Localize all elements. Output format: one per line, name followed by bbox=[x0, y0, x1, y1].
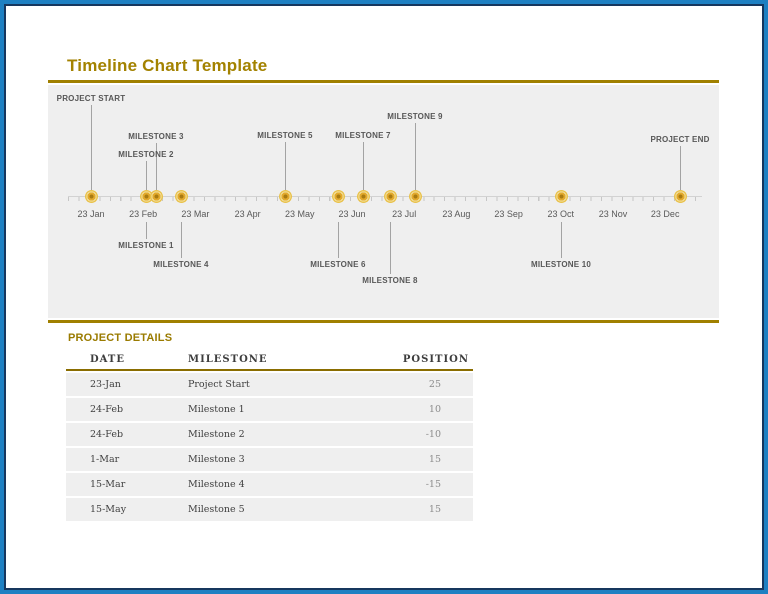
cell-milestone: Milestone 5 bbox=[188, 504, 245, 515]
month-label: 23 Dec bbox=[650, 209, 680, 219]
cell-position: -15 bbox=[425, 479, 441, 490]
timeline-chart-area: PROJECT START MILESTONE 1 MILESTONE 2 MILES… bbox=[48, 85, 719, 318]
milestone-connector-line bbox=[145, 161, 147, 190]
cell-date: 23-Jan bbox=[90, 379, 121, 390]
title-rule bbox=[48, 80, 719, 83]
cell-milestone: Milestone 4 bbox=[188, 479, 245, 490]
month-label: 23 Jun bbox=[338, 209, 366, 219]
cell-position: 25 bbox=[428, 379, 441, 390]
milestone-dot bbox=[174, 190, 188, 203]
details-table: DATE MILESTONE POSITION 23-Jan Project St… bbox=[66, 349, 473, 521]
cell-date: 24-Feb bbox=[90, 404, 124, 415]
milestone-connector-line bbox=[90, 105, 92, 190]
milestone-label: PROJECT START bbox=[56, 94, 126, 103]
month-label: 23 Jan bbox=[77, 209, 105, 219]
milestone-connector-line bbox=[414, 123, 416, 190]
cell-milestone: Milestone 2 bbox=[188, 429, 245, 440]
milestone-connector-line bbox=[337, 222, 339, 258]
milestone-connector-line bbox=[362, 142, 364, 190]
table-row: 1-Mar Milestone 3 15 bbox=[66, 448, 473, 471]
details-heading: PROJECT DETAILS bbox=[68, 332, 173, 344]
table-row: 23-Jan Project Start 25 bbox=[66, 373, 473, 396]
table-row: 24-Feb Milestone 1 10 bbox=[66, 398, 473, 421]
month-label: 23 Sep bbox=[494, 209, 523, 219]
cell-milestone: Milestone 1 bbox=[188, 404, 245, 415]
milestone-label: PROJECT END bbox=[650, 135, 710, 144]
milestone-label: MILESTONE 9 bbox=[387, 112, 443, 121]
milestone-dot bbox=[673, 190, 687, 203]
cell-position: 15 bbox=[428, 454, 441, 465]
table-body: 23-Jan Project Start 25 24-Feb Milestone 1 10… bbox=[66, 373, 473, 521]
column-header-position: POSITION bbox=[402, 353, 469, 365]
table-row: 24-Feb Milestone 2 -10 bbox=[66, 423, 473, 446]
milestone-dot bbox=[554, 190, 568, 203]
section-rule bbox=[48, 320, 719, 323]
milestone-label: MILESTONE 4 bbox=[153, 260, 209, 269]
cell-date: 24-Feb bbox=[90, 429, 124, 440]
milestone-label: MILESTONE 1 bbox=[118, 241, 174, 250]
table-row: 15-Mar Milestone 4 -15 bbox=[66, 473, 473, 496]
cell-position: -10 bbox=[425, 429, 441, 440]
month-label: 23 Mar bbox=[181, 209, 210, 219]
cell-date: 15-Mar bbox=[90, 479, 126, 490]
month-label: 23 Nov bbox=[598, 209, 628, 219]
milestone-dot bbox=[356, 190, 370, 203]
milestone-label: MILESTONE 3 bbox=[128, 132, 184, 141]
milestone-connector-line bbox=[560, 222, 562, 258]
month-label: 23 Jul bbox=[392, 209, 417, 219]
milestone-dot bbox=[408, 190, 422, 203]
column-header-date: DATE bbox=[90, 353, 125, 365]
milestone-dot bbox=[84, 190, 98, 203]
milestone-dot bbox=[278, 190, 292, 203]
cell-position: 15 bbox=[428, 504, 441, 515]
milestone-label: MILESTONE 2 bbox=[118, 150, 174, 159]
month-label: 23 Apr bbox=[234, 209, 261, 219]
milestone-connector-line bbox=[145, 222, 147, 239]
milestone-dot bbox=[331, 190, 345, 203]
month-label: 23 Aug bbox=[442, 209, 471, 219]
column-header-milestone: MILESTONE bbox=[188, 353, 268, 365]
milestone-connector-line bbox=[284, 142, 286, 190]
milestone-label: MILESTONE 5 bbox=[257, 131, 313, 140]
milestone-dot bbox=[149, 190, 163, 203]
cell-position: 10 bbox=[428, 404, 441, 415]
month-label: 23 Feb bbox=[129, 209, 158, 219]
cell-date: 15-May bbox=[90, 504, 127, 515]
cell-milestone: Project Start bbox=[188, 379, 250, 390]
table-header-row: DATE MILESTONE POSITION bbox=[66, 349, 473, 371]
cell-date: 1-Mar bbox=[90, 454, 120, 465]
table-row: 15-May Milestone 5 15 bbox=[66, 498, 473, 521]
milestone-label: MILESTONE 7 bbox=[335, 131, 391, 140]
page-title: Timeline Chart Template bbox=[67, 56, 268, 75]
milestone-label: MILESTONE 8 bbox=[362, 276, 418, 285]
milestone-dot bbox=[383, 190, 397, 203]
cell-milestone: Milestone 3 bbox=[188, 454, 245, 465]
milestone-dot bbox=[139, 190, 153, 203]
milestone-label: MILESTONE 6 bbox=[310, 260, 366, 269]
milestone-label: MILESTONE 10 bbox=[530, 260, 592, 269]
milestone-connector-line bbox=[180, 222, 182, 258]
month-label: 23 May bbox=[285, 209, 315, 219]
milestone-connector-line bbox=[679, 146, 681, 190]
month-label: 23 Oct bbox=[547, 209, 575, 219]
milestone-connector-line bbox=[389, 222, 391, 274]
milestone-connector-line bbox=[155, 143, 157, 190]
